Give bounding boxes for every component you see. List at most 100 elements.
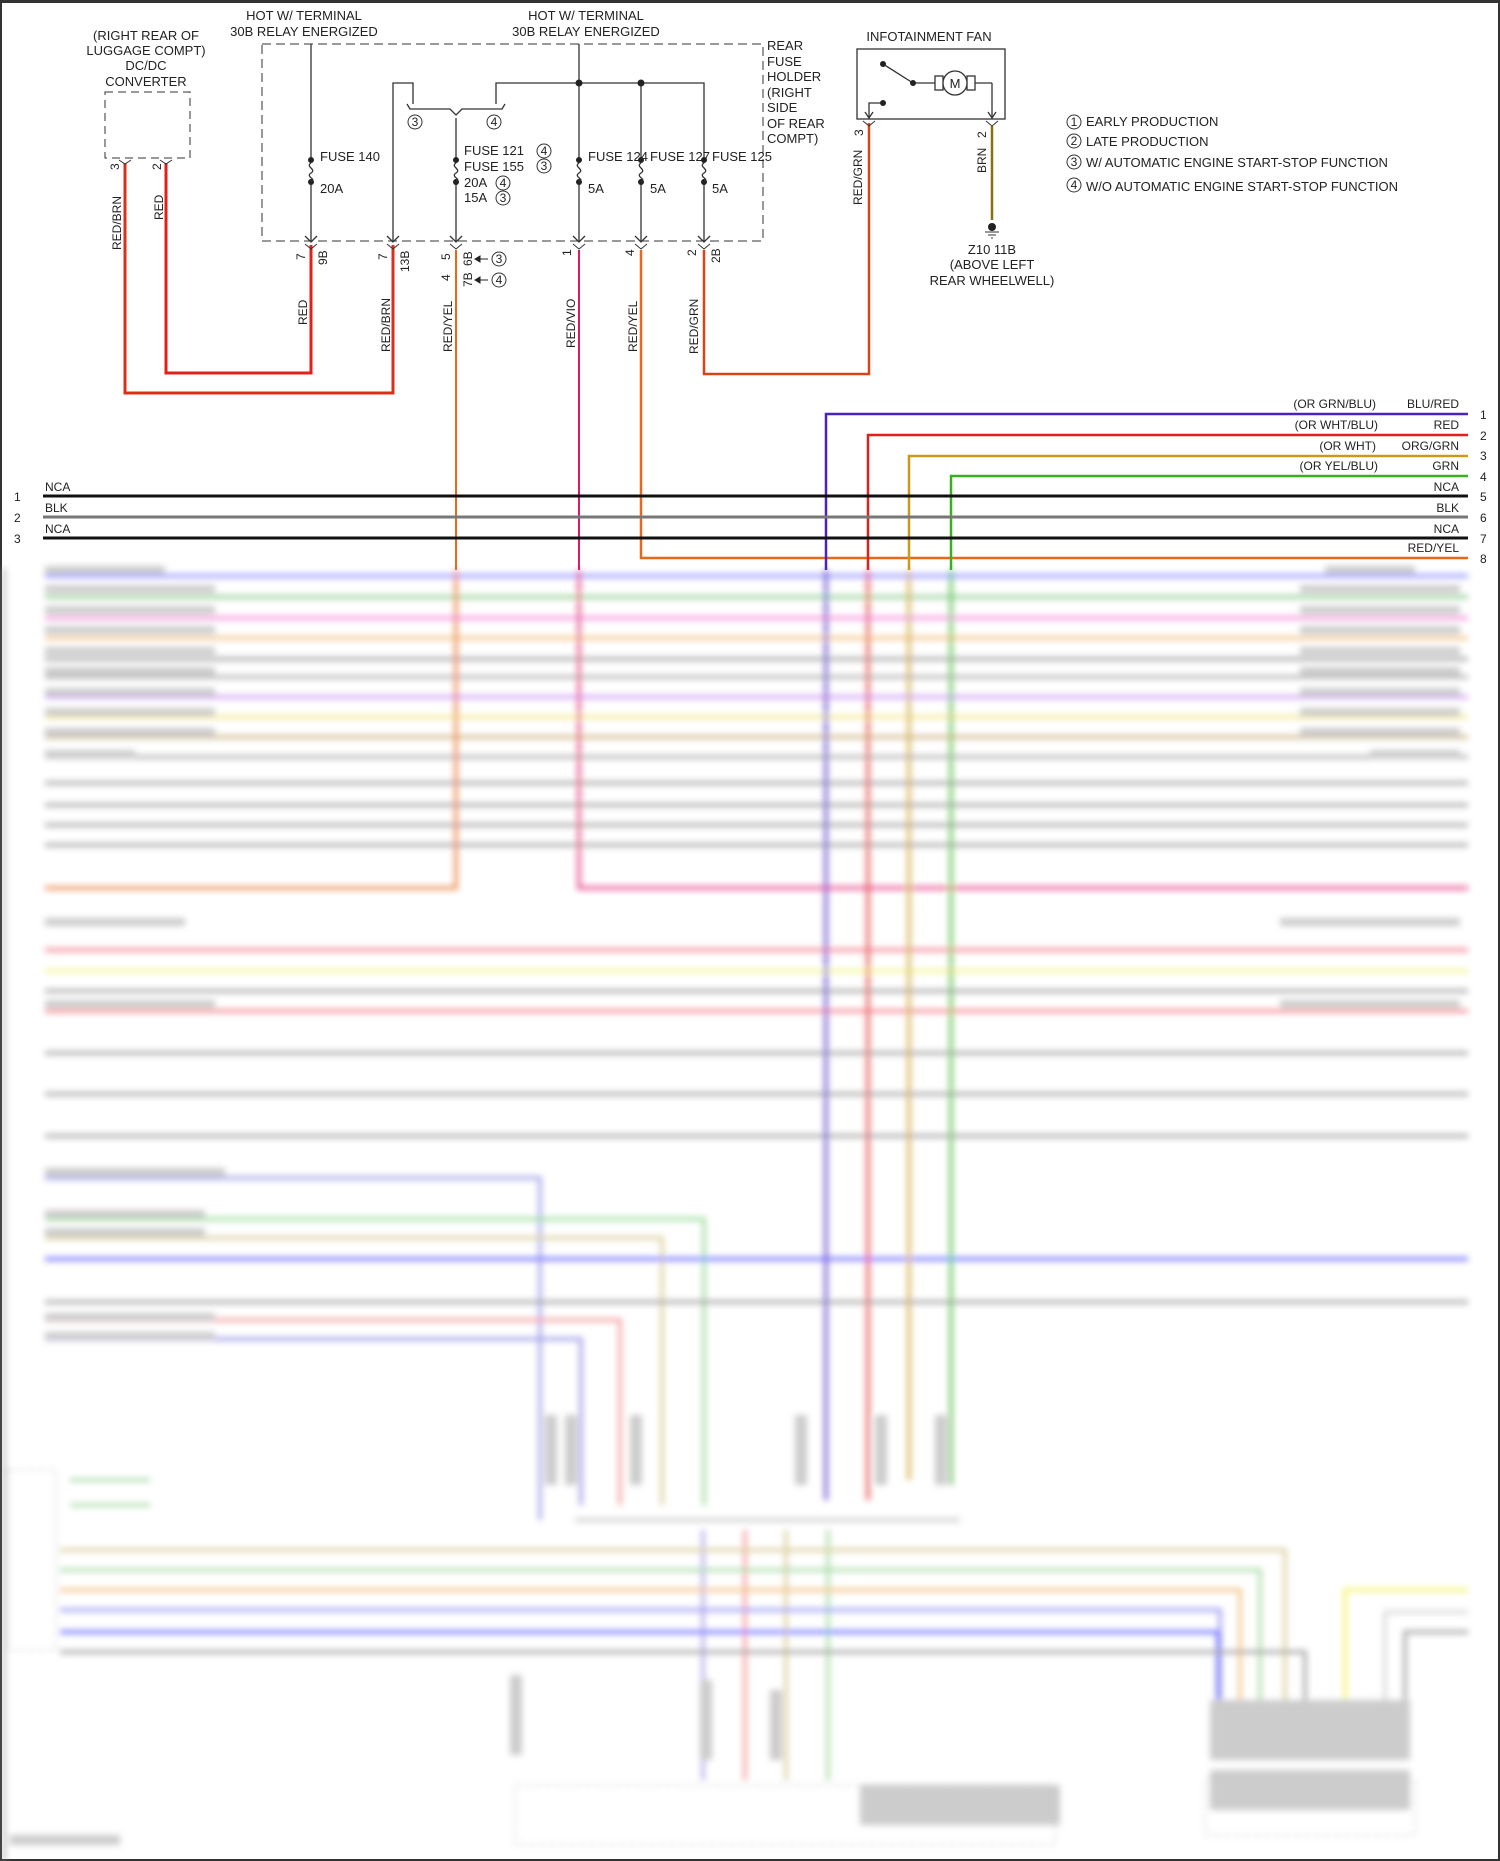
hot-label-1-line2: 30B RELAY ENERGIZED xyxy=(230,24,378,39)
pin: 4 xyxy=(623,249,637,256)
alt-color: (OR WHT/BLU) xyxy=(1295,418,1378,432)
option-mark: 3 xyxy=(541,159,548,173)
fuse-140-label: FUSE 140 xyxy=(320,149,380,164)
fuse-121-label: FUSE 121 xyxy=(464,143,524,158)
option-circle-4 xyxy=(536,143,552,159)
option-circle-3 xyxy=(407,114,423,130)
fan-pin-3-wire: RED/GRN xyxy=(851,150,865,205)
alt-color: (OR GRN/BLU) xyxy=(1293,397,1376,411)
dcdc-connectors xyxy=(118,159,173,165)
legend-text: W/O AUTOMATIC ENGINE START-STOP FUNCTION xyxy=(1086,179,1398,194)
fuse-output-pins: 7 9B 7 13B 5 6B 4 7B 3 4 1 4 2 2B xyxy=(294,243,723,288)
dcdc-wire-red-label: RED xyxy=(152,194,166,220)
option-circle-4 xyxy=(491,272,507,288)
wire-color: GRN xyxy=(1432,459,1459,473)
blurred-wire-29 xyxy=(45,1337,583,1505)
pin-number: 8 xyxy=(1480,552,1487,566)
blurred-connector-boxes xyxy=(7,1469,1416,1846)
dcdc-converter: (RIGHT REAR OF LUGGAGE COMPT) DC/DC CONV… xyxy=(86,28,205,250)
fuse-125-rating: 5A xyxy=(712,181,728,196)
fuse-holder-label-6: OF REAR xyxy=(767,116,825,131)
dcdc-label-2: LUGGAGE COMPT) xyxy=(86,43,205,58)
arrow-icon xyxy=(474,255,488,284)
wire-red xyxy=(164,163,313,375)
option-mark: 3 xyxy=(496,252,503,266)
wire-color: RED/YEL xyxy=(1408,541,1460,555)
bus-right-labels: (OR GRN/BLU) BLU/RED (OR WHT/BLU) RED (O… xyxy=(1293,397,1487,566)
hot-label-2-line2: 30B RELAY ENERGIZED xyxy=(512,24,660,39)
legend-num: 3 xyxy=(1071,155,1078,169)
fuse-125-label: FUSE 125 xyxy=(712,149,772,164)
pin-number: 5 xyxy=(1480,490,1487,504)
blurred-wire-47 xyxy=(1403,1630,1468,1700)
wire-color: NCA xyxy=(1434,522,1459,536)
hot-label-2-line1: HOT W/ TERMINAL xyxy=(528,8,644,23)
blurred-wire-28 xyxy=(45,1318,622,1505)
legend-text: LATE PRODUCTION xyxy=(1086,134,1209,149)
legend: 1 EARLY PRODUCTION 2 LATE PRODUCTION 3 W… xyxy=(1066,114,1398,194)
dcdc-label-4: CONVERTER xyxy=(105,74,186,89)
fan-pin-2: 2 xyxy=(975,131,989,138)
wire-label: RED/VIO xyxy=(564,299,578,348)
dcdc-pin-2: 2 xyxy=(150,163,164,170)
option-circle-3 xyxy=(536,158,552,174)
wire-label: RED/YEL xyxy=(626,300,640,352)
fuse-127-rating: 5A xyxy=(650,181,666,196)
fuse-15a-rating: 15A xyxy=(464,190,487,205)
wire-color: BLK xyxy=(1436,501,1459,515)
option-circle-3 xyxy=(495,190,511,206)
legend-num: 4 xyxy=(1071,178,1078,192)
bus-line-2 xyxy=(866,433,1468,570)
dcdc-label-3: DC/DC xyxy=(125,58,166,73)
blurred-wire-23 xyxy=(45,1176,542,1520)
fan-pin-3: 3 xyxy=(852,129,866,136)
fuse-holder-label-4: (RIGHT xyxy=(767,85,812,100)
bus-line-4 xyxy=(949,474,1468,570)
fan-box xyxy=(856,48,1006,120)
wire-color: NCA xyxy=(1434,480,1459,494)
ground-label-2: (ABOVE LEFT xyxy=(950,257,1035,272)
blurred-wire-14 xyxy=(45,570,458,890)
fuse-155-label: FUSE 155 xyxy=(464,159,524,174)
fuse-20a-rating: 20A xyxy=(464,175,487,190)
wire-label: RED/YEL xyxy=(441,300,455,352)
wire-color: NCA xyxy=(45,522,70,536)
fuse-127-label: FUSE 127 xyxy=(650,149,710,164)
blurred-wires xyxy=(45,570,1468,1780)
pin-number: 2 xyxy=(1480,429,1487,443)
dcdc-box xyxy=(104,91,191,159)
option-circle-3 xyxy=(491,251,507,267)
option-mark: 4 xyxy=(500,176,507,190)
alt-color: (OR YEL/BLU) xyxy=(1300,459,1378,473)
fuse-124-label: FUSE 124 xyxy=(588,149,648,164)
pin-number: 1 xyxy=(14,490,21,504)
blurred-wire-40 xyxy=(60,1568,1262,1700)
wire-color: BLU/RED xyxy=(1407,397,1459,411)
blurred-wire-24 xyxy=(45,1217,706,1505)
dcdc-pin-3: 3 xyxy=(108,163,122,170)
wire-color: RED xyxy=(1434,418,1460,432)
legend-text: W/ AUTOMATIC ENGINE START-STOP FUNCTION xyxy=(1086,155,1388,170)
bus-line-3 xyxy=(907,454,1468,570)
blurred-wire-43 xyxy=(60,1630,1220,1700)
blurred-lower-diagram xyxy=(2,566,1468,1861)
motor-icon xyxy=(942,70,968,96)
blurred-wire-15 xyxy=(577,570,1468,890)
pin-number: 6 xyxy=(1480,511,1487,525)
bus-left-labels: 1 2 3 NCA BLK NCA xyxy=(14,480,70,546)
fuse-symbols xyxy=(308,157,707,185)
fan-title: INFOTAINMENT FAN xyxy=(866,29,991,44)
fuse-holder-label-3: HOLDER xyxy=(767,69,821,84)
bus-lines xyxy=(43,412,1468,570)
blurred-wire-45 xyxy=(1343,1588,1468,1700)
blurred-wire-44 xyxy=(60,1650,1307,1700)
wire-red-yel-2 xyxy=(639,250,1468,560)
pin-number: 7 xyxy=(1480,532,1487,546)
option-mark: 4 xyxy=(496,273,503,287)
pin: 7 xyxy=(294,253,308,260)
pin-number: 1 xyxy=(1480,408,1487,422)
blurred-wire-41 xyxy=(60,1588,1242,1700)
pin-number: 2 xyxy=(14,511,21,525)
pin-number: 4 xyxy=(1480,470,1487,484)
